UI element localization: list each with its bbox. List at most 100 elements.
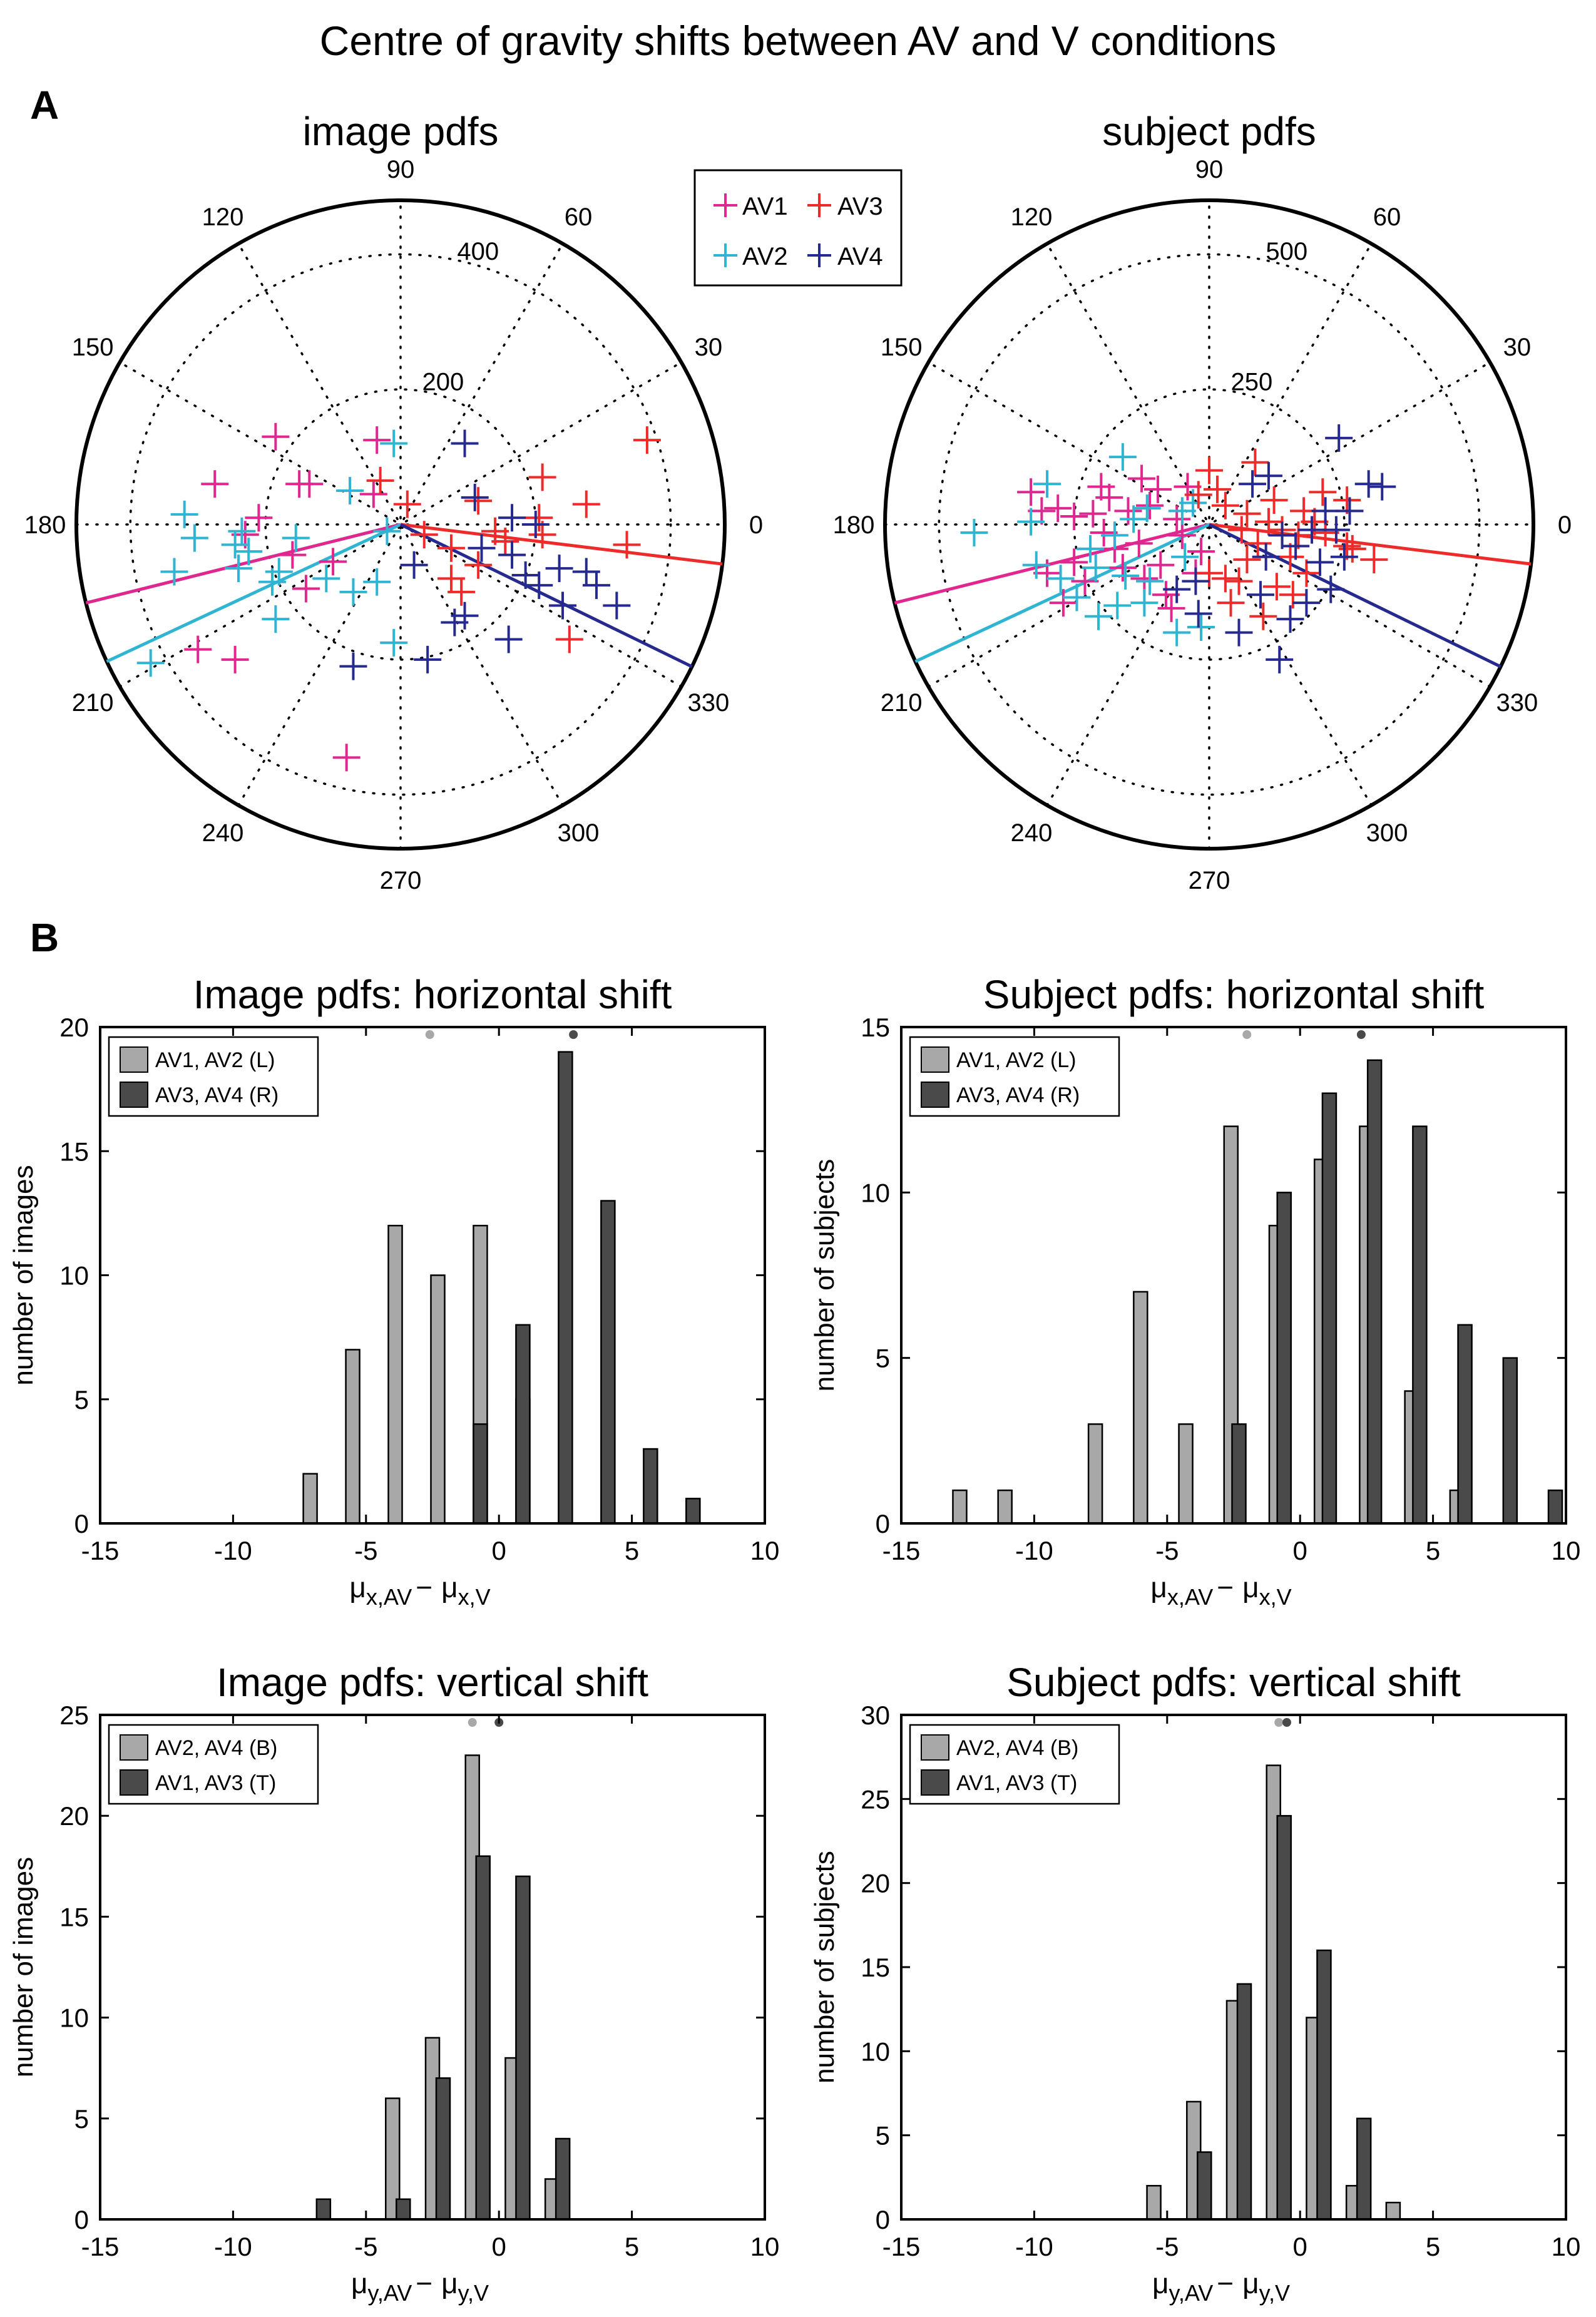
polar-point: [1163, 575, 1191, 603]
histogram-bar: [1321, 1092, 1338, 1525]
polar-point: [1330, 543, 1358, 571]
polar-point: [279, 541, 307, 569]
polar-point: [481, 517, 509, 545]
polar-point: [160, 558, 188, 586]
histogram-bar: [558, 1051, 573, 1525]
x-label-sub-2: x,V: [1259, 1584, 1292, 1610]
histogram-bar: [1502, 1357, 1518, 1525]
x-label-mu-1: μ: [1150, 1571, 1167, 1603]
polar-point: [1017, 478, 1045, 506]
polar-point: [1082, 554, 1110, 582]
x-tick-label: -5: [1155, 2232, 1179, 2261]
histogram-title: Subject pdfs: vertical shift: [1006, 1660, 1461, 1705]
polar-point: [1282, 532, 1310, 560]
x-label-mu-1: μ: [1152, 2267, 1169, 2299]
polar-point: [1268, 521, 1296, 550]
histogram-bar: [387, 1224, 403, 1525]
x-tick-label: 0: [1293, 2232, 1307, 2261]
polar-point: [1063, 583, 1091, 611]
polar-point: [1100, 521, 1128, 550]
polar-point: [1333, 532, 1361, 560]
polar-point: [1195, 456, 1223, 484]
polar-point: [180, 524, 208, 552]
legend-entry-av2: AV2: [714, 243, 788, 270]
polar-angle-tick-label: 150: [881, 334, 923, 361]
polar-point: [1060, 503, 1088, 531]
histogram-bar: [396, 2198, 411, 2221]
polar-point: [262, 422, 290, 451]
polar-point: [1360, 546, 1388, 574]
polar-point: [468, 534, 496, 562]
legend-marker-av3: [807, 193, 831, 217]
y-tick-label: 5: [74, 1385, 89, 1414]
polar-angle-tick-label: 30: [1503, 334, 1532, 361]
x-tick-label: -5: [354, 1536, 377, 1565]
polar-spoke-line: [118, 361, 683, 688]
x-label-sub-1: y,AV: [1169, 2280, 1214, 2306]
polar-point: [410, 521, 438, 549]
polar-series-av2: [960, 443, 1215, 647]
y-tick-label: 15: [59, 1137, 89, 1166]
x-tick-label: -10: [1015, 2232, 1053, 2261]
polar-point: [1225, 618, 1253, 647]
y-tick-label: 20: [861, 1869, 890, 1898]
histogram-title: Image pdfs: horizontal shift: [193, 972, 672, 1017]
polar-point: [633, 426, 661, 454]
polar-point: [339, 652, 367, 680]
polar-point: [1147, 551, 1175, 579]
histogram-bar: [1236, 1983, 1252, 2221]
legend-swatch-light: [120, 1734, 148, 1761]
mean-marker-light: [1274, 1718, 1284, 1727]
polar-point: [1187, 613, 1215, 642]
polar-point: [359, 480, 387, 508]
polar-point: [1325, 424, 1353, 452]
x-tick-label: 5: [1426, 2232, 1440, 2261]
x-tick-label: 5: [625, 2232, 639, 2261]
y-tick-label: 15: [861, 1953, 890, 1982]
polar-angle-tick-label: 120: [202, 203, 244, 231]
histogram-bar: [1457, 1324, 1473, 1525]
y-tick-label: 10: [861, 2037, 890, 2066]
polar-point: [1317, 575, 1345, 603]
polar-point: [1085, 602, 1113, 630]
y-tick-label: 0: [876, 1509, 890, 1538]
x-label-dash: −: [1217, 2267, 1234, 2299]
legend-entry-av4: AV4: [807, 243, 883, 270]
polar-point: [1298, 516, 1326, 544]
polar-radial-tick-label: 500: [1266, 238, 1307, 265]
legend-swatch-dark: [921, 1769, 949, 1796]
polar-angle-tick-label: 210: [72, 689, 114, 717]
histogram-legend: AV1, AV2 (L) AV3, AV4 (R): [909, 1036, 1120, 1117]
histogram-title: Image pdfs: vertical shift: [217, 1660, 648, 1705]
polar-point: [1260, 486, 1288, 514]
x-label-mu-1: μ: [351, 2267, 368, 2299]
x-label-dash: −: [416, 1571, 432, 1603]
legend-label-light: AV2, AV4 (B): [956, 1736, 1078, 1760]
polar-angle-tick-label: 0: [1558, 511, 1572, 539]
x-label-sub-1: x,AV: [1167, 1584, 1213, 1610]
polar-spoke-line: [927, 361, 1491, 688]
polar-angle-tick-label: 270: [1189, 867, 1230, 894]
histogram-bar: [475, 1855, 491, 2221]
histogram-bar: [1412, 1125, 1428, 1525]
y-tick-label: 0: [74, 1509, 89, 1538]
polar-point: [1103, 591, 1132, 620]
histogram-bar: [952, 1489, 968, 1525]
x-tick-label: 0: [1293, 1536, 1307, 1565]
polar-point: [528, 463, 556, 491]
legend-label-av2: AV2: [742, 243, 788, 270]
x-label-mu-2: μ: [1242, 1571, 1259, 1603]
polar-point: [393, 490, 421, 518]
legend-label-dark: AV1, AV3 (T): [155, 1771, 276, 1795]
polar-grid-ring: [1073, 388, 1346, 661]
polar-mean-line-av1: [85, 523, 401, 605]
main-title: Centre of gravity shifts between AV and …: [320, 18, 1277, 64]
x-axis-label: μy,AV − μy,V: [1152, 2267, 1290, 2306]
polar-point: [1309, 478, 1337, 506]
polar-spoke-line: [927, 361, 1491, 688]
histogram-subject-vertical: Subject pdfs: vertical shift -15 -10 -5 0 5 10…: [809, 1660, 1580, 2306]
polar-spoke-line: [1046, 242, 1373, 807]
polar-angle-tick-label: 210: [881, 689, 923, 717]
histogram-series-light: [385, 1754, 560, 2221]
polar-point: [464, 551, 493, 579]
